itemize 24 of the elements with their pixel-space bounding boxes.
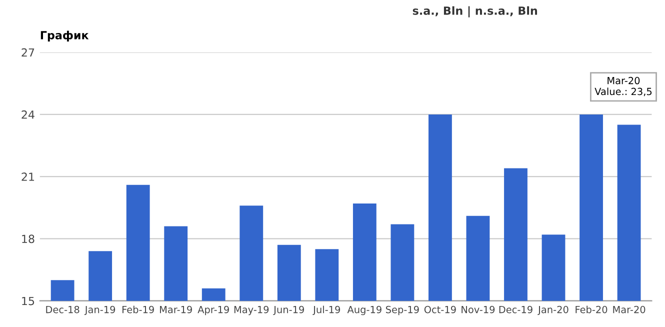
annotation: Mar-20 Value.: 23,5 bbox=[594, 76, 652, 96]
x-tick-label: Dec-19 bbox=[499, 306, 532, 314]
x-tick-label: Feb-19 bbox=[122, 306, 154, 314]
x-tick-label: Jan-19 bbox=[84, 306, 116, 316]
chart-title: График bbox=[40, 30, 89, 42]
x-tick-label: Mar-19 bbox=[160, 306, 192, 314]
y-tick-label: 24 bbox=[22, 110, 34, 119]
x-tick-label: Dec-18 bbox=[46, 306, 80, 314]
x-tick-label: May-19 bbox=[234, 306, 269, 316]
y-tick-label: 27 bbox=[22, 48, 34, 57]
x-tick-label: Jan-20 bbox=[538, 306, 568, 316]
chart-subtitle: s.a., Bln | n.s.a., Bln bbox=[412, 6, 538, 18]
y-tick-label: 15 bbox=[22, 296, 34, 306]
y-tick-label: 21 bbox=[22, 172, 34, 181]
x-tick-label: Aug-19 bbox=[347, 306, 382, 316]
x-tick-label: Feb-20 bbox=[576, 306, 608, 314]
x-tick-label: Oct-19 bbox=[424, 306, 456, 314]
x-tick-label: Mar-20 bbox=[613, 306, 646, 314]
x-tick-label: Nov-19 bbox=[462, 306, 495, 314]
x-tick-label: Jun-19 bbox=[273, 306, 304, 316]
y-tick-label: 18 bbox=[22, 234, 34, 244]
x-tick-label: Apr-19 bbox=[198, 306, 229, 316]
x-tick-label: Sep-19 bbox=[386, 306, 419, 316]
x-tick-label: Jul-19 bbox=[312, 306, 340, 316]
